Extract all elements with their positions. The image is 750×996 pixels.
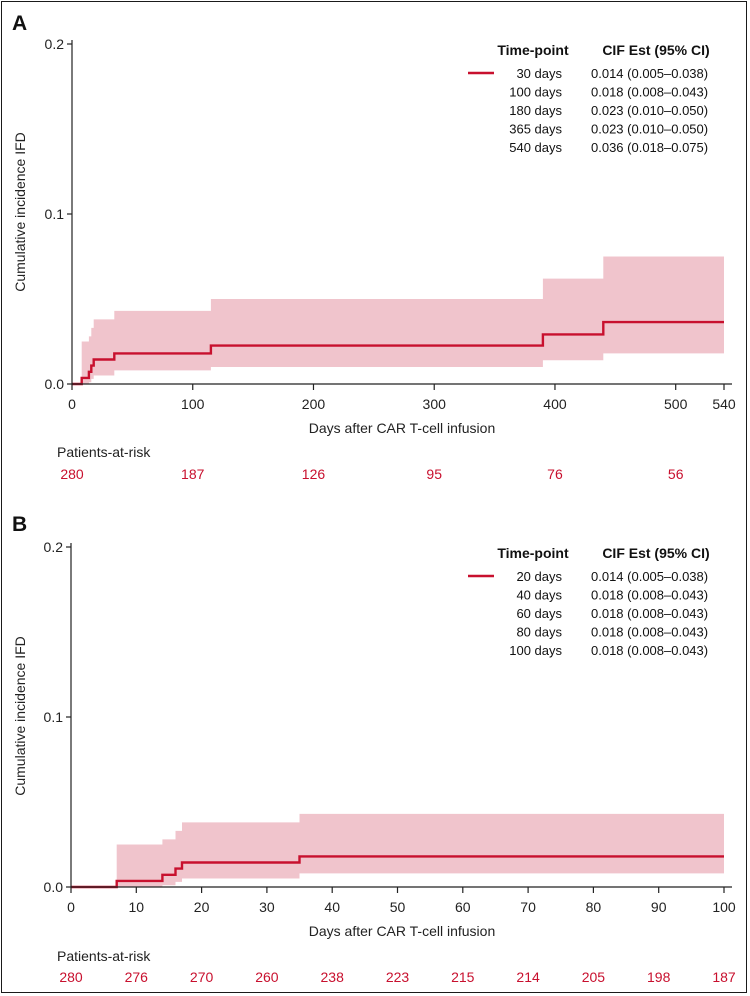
panel-b-table-timepoint: 20 days	[516, 569, 562, 584]
panel-b-table-timepoint: 40 days	[516, 588, 562, 603]
panel-a-at-risk-value: 126	[302, 466, 326, 482]
panel-b-x-tick-label: 70	[520, 899, 536, 915]
panel-b-at-risk-value: 238	[321, 969, 345, 985]
panel-b-table-cif: 0.018 (0.008–0.043)	[591, 588, 708, 603]
panel-b-y-tick-label: 0.0	[44, 879, 64, 895]
panel-b-table-cif: 0.018 (0.008–0.043)	[591, 625, 708, 640]
panel-b-table-header-cif: CIF Est (95% CI)	[602, 545, 709, 561]
panel-b-x-tick-label: 50	[390, 899, 406, 915]
panel-b-letter: B	[12, 513, 27, 536]
panel-b-x-tick-label: 60	[455, 899, 471, 915]
panel-a-x-tick-label: 400	[543, 396, 567, 412]
panel-b-table-timepoint: 80 days	[516, 625, 562, 640]
panel-b-x-tick-label: 10	[129, 899, 145, 915]
panel-a-x-axis-title: Days after CAR T-cell infusion	[309, 420, 495, 436]
panel-a-y-axis-title: Cumulative incidence IFD	[12, 132, 28, 292]
panel-a-at-risk-value: 56	[668, 466, 684, 482]
panel-a-table-timepoint: 540 days	[509, 140, 562, 155]
panel-b-table-cif: 0.018 (0.008–0.043)	[591, 643, 708, 658]
panel-a-table-header-cif: CIF Est (95% CI)	[602, 42, 709, 58]
panel-b-x-tick-label: 100	[712, 899, 736, 915]
panel-b-x-tick-label: 90	[651, 899, 667, 915]
panel-a-y-tick-label: 0.1	[45, 206, 65, 222]
panel-a-x-tick-label: 200	[302, 396, 326, 412]
panel-b-at-risk-value: 260	[255, 969, 279, 985]
panel-a-y-tick-label: 0.0	[45, 376, 65, 392]
panel-b-table-header-timepoint: Time-point	[497, 545, 569, 561]
panel-a-table-timepoint: 365 days	[509, 122, 562, 137]
panel-a-table-cif: 0.023 (0.010–0.050)	[591, 122, 708, 137]
panel-b-table-cif: 0.018 (0.008–0.043)	[591, 606, 708, 621]
panel-b-at-risk-value: 215	[451, 969, 475, 985]
panel-b: B Cumulative incidence IFD Days after CA…	[12, 513, 736, 985]
panel-b-x-tick-label: 40	[324, 899, 340, 915]
panel-b-x-tick-label: 80	[586, 899, 602, 915]
panel-a-table-header-timepoint: Time-point	[497, 42, 569, 58]
panel-a-y-tick-label: 0.2	[45, 36, 65, 52]
panel-a-x-tick-label: 500	[664, 396, 688, 412]
panel-b-y-tick-label: 0.1	[44, 709, 64, 725]
panel-b-at-risk-title: Patients-at-risk	[57, 948, 151, 964]
panel-b-table-timepoint: 100 days	[509, 643, 562, 658]
panel-a-table-timepoint: 30 days	[516, 66, 562, 81]
panel-a-at-risk-value: 95	[426, 466, 442, 482]
panel-a-confidence-band	[81, 256, 724, 384]
panel-b-x-tick-label: 20	[194, 899, 210, 915]
panel-a-table-timepoint: 100 days	[509, 85, 562, 100]
panel-a-table-cif: 0.014 (0.005–0.038)	[591, 66, 708, 81]
panel-b-at-risk-value: 276	[125, 969, 149, 985]
panel-a-x-tick-label: 0	[68, 396, 76, 412]
panel-b-at-risk-value: 223	[386, 969, 410, 985]
panel-b-table-cif: 0.014 (0.005–0.038)	[591, 569, 708, 584]
panel-a-cif-step-line	[72, 320, 724, 386]
panel-a-table-cif: 0.036 (0.018–0.075)	[591, 140, 708, 155]
panel-a-table-cif: 0.023 (0.010–0.050)	[591, 103, 708, 118]
panel-a-at-risk-value: 187	[181, 466, 205, 482]
panel-a-at-risk-value: 280	[60, 466, 84, 482]
panel-a-x-tick-label: 300	[423, 396, 447, 412]
panel-b-at-risk-value: 198	[647, 969, 671, 985]
panel-b-at-risk-value: 270	[190, 969, 214, 985]
panel-b-x-tick-label: 0	[67, 899, 75, 915]
panel-a-at-risk-value: 76	[547, 466, 563, 482]
panel-a: A Cumulative incidence IFD Days after CA…	[12, 12, 736, 482]
panel-b-at-risk-value: 205	[582, 969, 606, 985]
panel-b-at-risk-value: 214	[516, 969, 540, 985]
panel-a-x-tick-label: 540	[712, 396, 736, 412]
panel-b-confidence-band	[116, 813, 724, 887]
panel-b-at-risk-value: 187	[712, 969, 736, 985]
panel-b-cif-step-line	[71, 855, 724, 889]
panel-a-x-tick-label: 100	[181, 396, 205, 412]
panel-a-at-risk-title: Patients-at-risk	[57, 444, 151, 460]
panel-b-table-timepoint: 60 days	[516, 606, 562, 621]
panel-b-y-axis-title: Cumulative incidence IFD	[12, 636, 28, 796]
panel-b-y-tick-label: 0.2	[44, 539, 64, 555]
panel-a-table-cif: 0.018 (0.008–0.043)	[591, 85, 708, 100]
panel-b-x-axis-title: Days after CAR T-cell infusion	[309, 923, 495, 939]
panel-b-at-risk-value: 280	[59, 969, 83, 985]
panel-b-x-tick-label: 30	[259, 899, 275, 915]
panel-a-table-timepoint: 180 days	[509, 103, 562, 118]
panel-a-letter: A	[12, 12, 27, 35]
